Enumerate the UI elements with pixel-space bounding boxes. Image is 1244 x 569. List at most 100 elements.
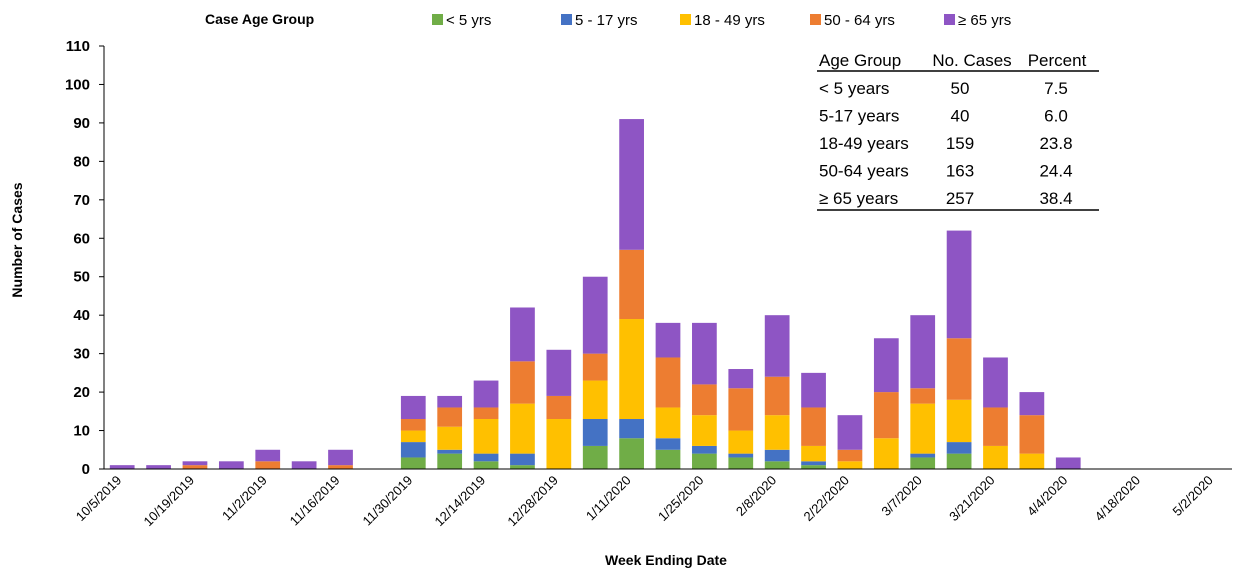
bar-segment	[910, 315, 936, 389]
x-tick-label: 2/22/2020	[801, 473, 853, 525]
table-cell: 7.5	[1044, 79, 1068, 98]
table-cell: 50	[951, 79, 970, 98]
y-tick-label: 110	[66, 38, 90, 55]
x-tick-label: 11/30/2019	[359, 473, 415, 529]
table-header-cell: Age Group	[819, 51, 901, 70]
x-axis-title: Week Ending Date	[605, 552, 727, 568]
bar-segment	[400, 457, 426, 469]
bar-segment	[801, 445, 826, 462]
bar-segment	[801, 372, 826, 408]
y-tick-label: 20	[73, 384, 90, 401]
x-tick-label: 12/14/2019	[432, 473, 489, 530]
bar-segment	[473, 407, 499, 420]
bar-segment	[946, 399, 972, 443]
bar-segment	[437, 426, 463, 450]
bar-segment	[619, 119, 644, 250]
table-cell: 257	[946, 189, 974, 208]
bar-segment	[873, 338, 899, 393]
bar-segment	[946, 453, 972, 469]
bar-segment	[437, 407, 463, 427]
x-tick-label: 11/16/2019	[287, 473, 343, 529]
y-tick-label: 10	[73, 423, 90, 440]
legend-label: 5 - 17 yrs	[575, 12, 638, 29]
table-cell: 159	[946, 134, 974, 153]
bar-segment	[692, 453, 717, 469]
legend-label: 18 - 49 yrs	[694, 12, 765, 29]
bar-segment	[946, 230, 972, 339]
table-cell: < 5 years	[819, 79, 889, 98]
x-tick-label: 3/7/2020	[878, 473, 924, 519]
table-header-cell: Percent	[1028, 51, 1087, 70]
bar-segment	[400, 430, 426, 443]
bar-segment	[109, 465, 135, 469]
table-cell: 163	[946, 162, 974, 181]
y-tick-label: 100	[65, 76, 90, 93]
bar-segment	[291, 461, 317, 469]
bar-segment	[692, 384, 717, 416]
x-tick-label: 10/5/2019	[73, 473, 125, 525]
x-tick-label: 4/18/2020	[1092, 473, 1144, 525]
table-header-cell: No. Cases	[932, 51, 1011, 70]
bar-segment	[837, 415, 863, 450]
bar-segment	[546, 349, 572, 396]
bar-segment	[764, 315, 790, 377]
bar-segment	[582, 276, 608, 354]
table-cell: 38.4	[1039, 189, 1072, 208]
bar-segment	[946, 442, 972, 454]
x-tick-label: 4/4/2020	[1024, 473, 1070, 519]
bar-segment	[1055, 457, 1081, 469]
bar-segment	[437, 453, 463, 469]
bar-segment	[1019, 415, 1045, 454]
bar-segment	[837, 461, 863, 469]
x-tick-label: 1/11/2020	[583, 473, 634, 524]
y-tick-label: 40	[73, 307, 90, 324]
bar-segment	[910, 453, 936, 458]
bar-segment	[473, 461, 499, 469]
bar-segment	[510, 403, 535, 454]
table-cell: 5-17 years	[819, 107, 899, 126]
bar-segment	[255, 461, 281, 469]
bar-segment	[619, 438, 644, 469]
table-cell: ≥ 65 years	[819, 189, 898, 208]
bar-segment	[801, 407, 826, 446]
y-axis-title: Number of Cases	[9, 182, 25, 297]
bar-segment	[182, 465, 208, 469]
x-tick-label: 12/28/2019	[504, 473, 561, 530]
legend-swatch	[561, 14, 572, 25]
bar-segment	[1019, 392, 1045, 416]
legend-label: 50 - 64 yrs	[824, 12, 895, 29]
y-tick-label: 0	[82, 461, 90, 478]
bar-segment	[728, 457, 754, 469]
legend-swatch	[944, 14, 955, 25]
bar-segment	[437, 449, 463, 454]
bar-segment	[655, 357, 681, 408]
bar-segment	[728, 369, 754, 389]
bar-segment	[582, 419, 608, 446]
bar-segment	[582, 380, 608, 420]
x-tick-label: 3/21/2020	[946, 473, 998, 525]
y-tick-label: 90	[73, 115, 90, 132]
x-tick-label: 5/2/2020	[1170, 473, 1216, 519]
bar-segment	[182, 461, 208, 466]
table-cell: 50-64 years	[819, 162, 909, 181]
y-tick-label: 30	[73, 346, 90, 363]
bar-segment	[328, 449, 353, 466]
table-cell: 24.4	[1039, 162, 1072, 181]
bar-segment	[218, 461, 244, 469]
bar-segment	[619, 419, 644, 439]
x-tick-label: 2/8/2020	[733, 473, 779, 519]
legend-swatch	[432, 14, 443, 25]
bar-segment	[801, 461, 826, 466]
bar-segment	[1019, 453, 1045, 469]
bar-segment	[328, 465, 353, 469]
y-tick-label: 70	[73, 192, 90, 209]
x-tick-label: 10/19/2019	[140, 473, 197, 530]
bar-segment	[619, 319, 644, 420]
legend-title: Case Age Group	[205, 11, 314, 27]
bar-segment	[400, 395, 426, 420]
bar-segment	[655, 407, 681, 439]
bar-segment	[728, 388, 754, 431]
table-cell: 23.8	[1039, 134, 1072, 153]
x-tick-label: 1/25/2020	[655, 473, 707, 525]
